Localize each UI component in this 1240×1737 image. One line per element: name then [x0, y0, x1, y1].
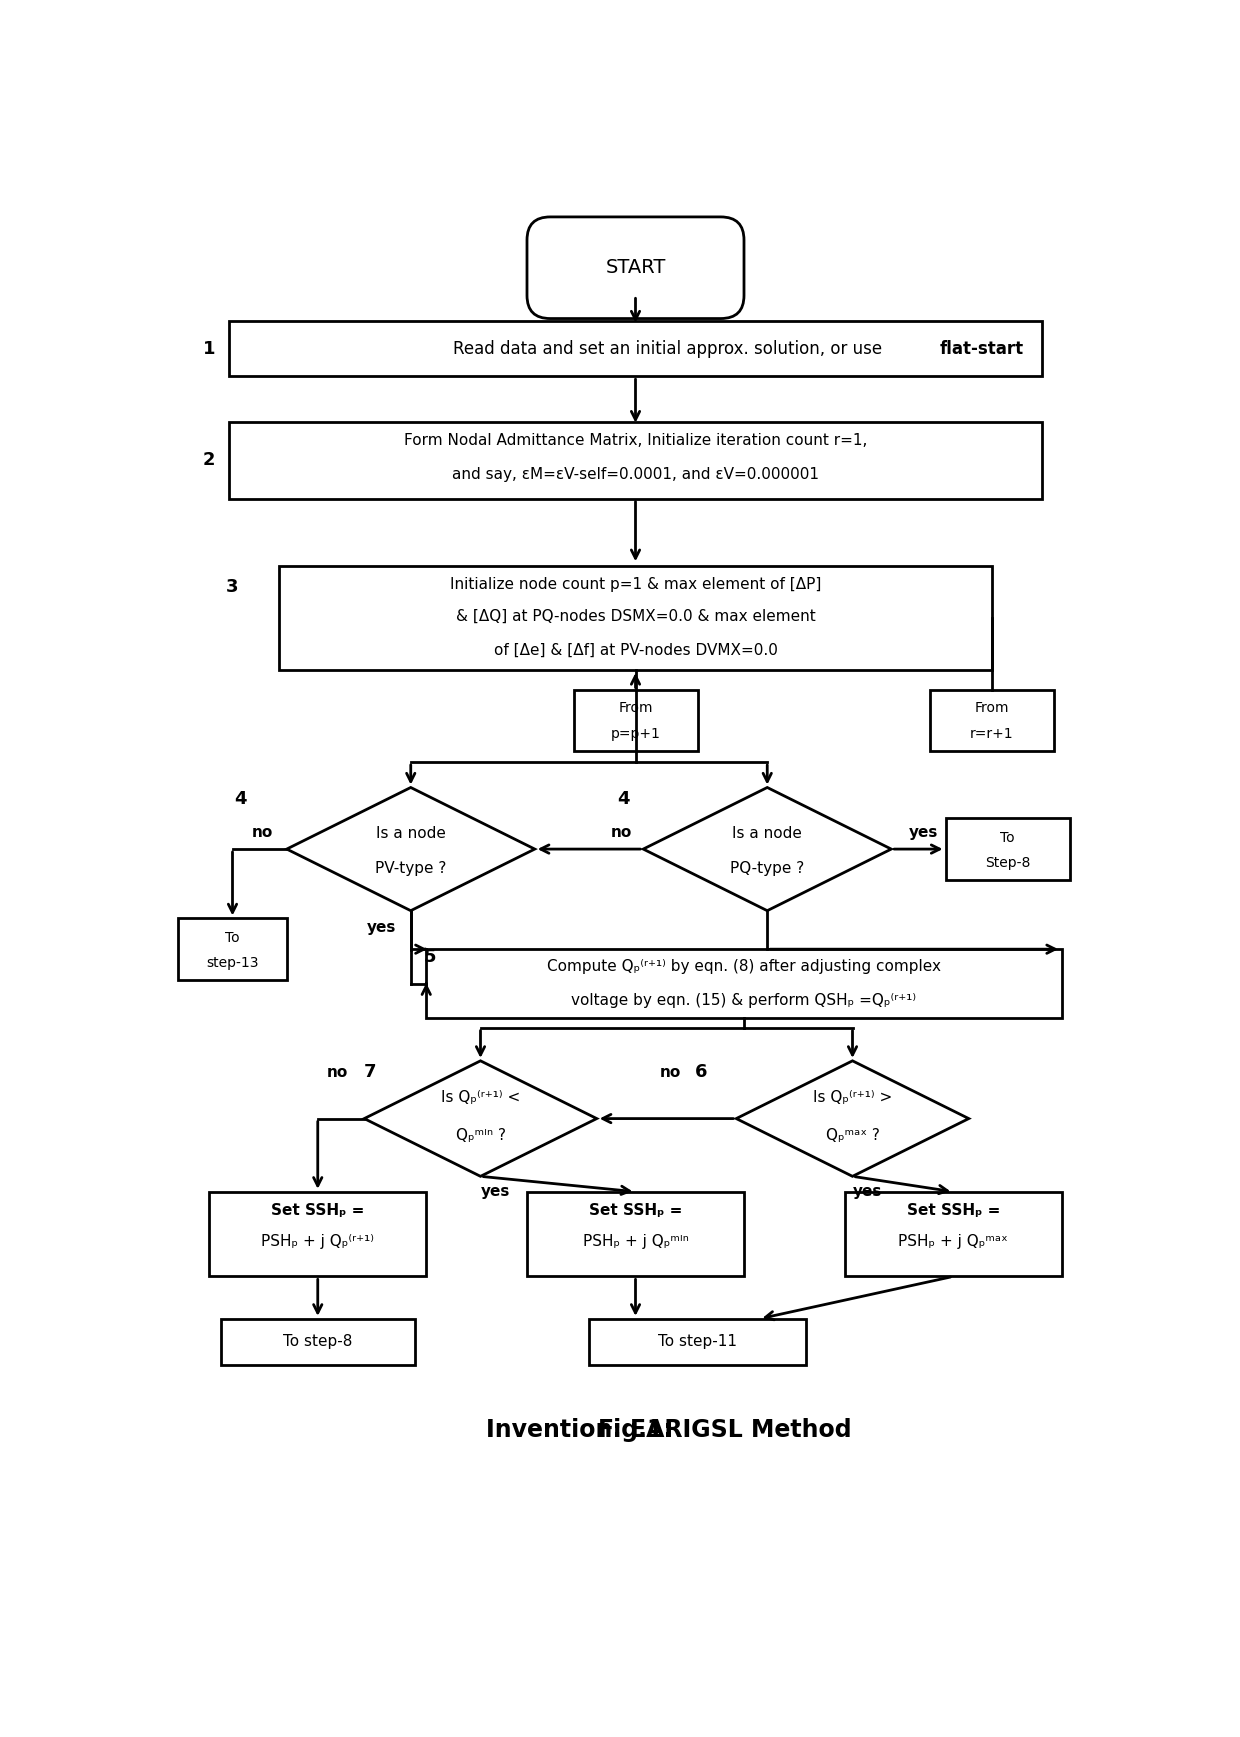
FancyBboxPatch shape: [527, 1192, 744, 1277]
Text: To step-11: To step-11: [658, 1334, 737, 1350]
Text: yes: yes: [853, 1185, 883, 1199]
Text: PSHₚ + j Qₚᵐᴵⁿ: PSHₚ + j Qₚᵐᴵⁿ: [583, 1235, 688, 1249]
Text: 7: 7: [365, 1063, 377, 1082]
Text: 4: 4: [618, 790, 630, 808]
Text: 4: 4: [234, 790, 247, 808]
FancyBboxPatch shape: [589, 1318, 806, 1365]
Text: & [ΔQ] at PQ-nodes DSMX=0.0 & max element: & [ΔQ] at PQ-nodes DSMX=0.0 & max elemen…: [455, 610, 816, 624]
Text: Compute Qₚ⁽ʳ⁺¹⁾ by eqn. (8) after adjusting complex: Compute Qₚ⁽ʳ⁺¹⁾ by eqn. (8) after adjust…: [547, 959, 941, 974]
Polygon shape: [644, 787, 892, 910]
Text: flat-start: flat-start: [940, 339, 1023, 358]
Text: 3: 3: [226, 578, 239, 596]
Text: To: To: [226, 931, 239, 945]
FancyBboxPatch shape: [279, 566, 992, 670]
FancyBboxPatch shape: [427, 948, 1061, 1018]
Text: Is Qₚ⁽ʳ⁺¹⁾ >: Is Qₚ⁽ʳ⁺¹⁾ >: [813, 1089, 892, 1105]
Text: voltage by eqn. (15) & perform QSHₚ =Qₚ⁽ʳ⁺¹⁾: voltage by eqn. (15) & perform QSHₚ =Qₚ⁽…: [572, 994, 916, 1007]
Text: 1: 1: [203, 339, 216, 358]
Text: To: To: [1001, 830, 1014, 844]
Text: Invention: EARIGSL Method: Invention: EARIGSL Method: [419, 1419, 852, 1442]
Text: Fig.1:: Fig.1:: [598, 1419, 673, 1442]
Text: Is Qₚ⁽ʳ⁺¹⁾ <: Is Qₚ⁽ʳ⁺¹⁾ <: [441, 1089, 520, 1105]
Text: no: no: [611, 825, 632, 839]
FancyBboxPatch shape: [573, 691, 697, 750]
Text: no: no: [660, 1065, 681, 1080]
FancyBboxPatch shape: [179, 919, 286, 980]
Text: START: START: [605, 259, 666, 278]
Text: Form Nodal Admittance Matrix, Initialize iteration count r=1,: Form Nodal Admittance Matrix, Initialize…: [404, 434, 867, 448]
Text: Qₚᵐᴵⁿ ?: Qₚᵐᴵⁿ ?: [455, 1127, 506, 1143]
FancyBboxPatch shape: [221, 1318, 414, 1365]
Text: Read data and set an initial approx. solution, or use: Read data and set an initial approx. sol…: [454, 339, 888, 358]
Text: of [Δe] & [Δf] at PV-nodes DVMX=0.0: of [Δe] & [Δf] at PV-nodes DVMX=0.0: [494, 643, 777, 658]
Text: PSHₚ + j Qₚ⁽ʳ⁺¹⁾: PSHₚ + j Qₚ⁽ʳ⁺¹⁾: [262, 1235, 374, 1249]
Text: Qₚᵐᵃˣ ?: Qₚᵐᵃˣ ?: [826, 1127, 879, 1143]
Text: Is a node: Is a node: [733, 827, 802, 841]
Text: Set SSHₚ =: Set SSHₚ =: [272, 1204, 365, 1218]
FancyBboxPatch shape: [527, 217, 744, 318]
Text: PV-type ?: PV-type ?: [374, 862, 446, 875]
Text: To step-8: To step-8: [283, 1334, 352, 1350]
Text: 2: 2: [203, 452, 216, 469]
Text: step-13: step-13: [206, 955, 259, 969]
Text: 5: 5: [424, 948, 436, 966]
FancyBboxPatch shape: [930, 691, 1054, 750]
Text: 6: 6: [696, 1063, 708, 1082]
Text: PQ-type ?: PQ-type ?: [730, 862, 805, 875]
Text: From: From: [975, 702, 1009, 716]
FancyBboxPatch shape: [210, 1192, 427, 1277]
Text: no: no: [326, 1065, 347, 1080]
Text: PSHₚ + j Qₚᵐᵃˣ: PSHₚ + j Qₚᵐᵃˣ: [898, 1235, 1008, 1249]
Text: no: no: [252, 825, 273, 839]
Text: yes: yes: [367, 921, 396, 935]
FancyBboxPatch shape: [844, 1192, 1061, 1277]
Text: p=p+1: p=p+1: [610, 728, 661, 742]
Text: r=r+1: r=r+1: [970, 728, 1014, 742]
Polygon shape: [737, 1061, 968, 1176]
FancyBboxPatch shape: [945, 818, 1069, 881]
Polygon shape: [286, 787, 534, 910]
Text: Initialize node count p=1 & max element of [ΔP]: Initialize node count p=1 & max element …: [450, 577, 821, 592]
Text: Set SSHₚ =: Set SSHₚ =: [589, 1204, 682, 1218]
Polygon shape: [365, 1061, 596, 1176]
Text: Is a node: Is a node: [376, 827, 445, 841]
FancyBboxPatch shape: [228, 422, 1043, 499]
Text: Step-8: Step-8: [985, 856, 1030, 870]
Text: yes: yes: [481, 1185, 511, 1199]
Text: and say, εM=εV-self=0.0001, and εV=0.000001: and say, εM=εV-self=0.0001, and εV=0.000…: [453, 467, 818, 481]
Text: yes: yes: [909, 825, 939, 839]
Text: From: From: [619, 702, 652, 716]
Text: Set SSHₚ =: Set SSHₚ =: [906, 1204, 999, 1218]
FancyBboxPatch shape: [228, 321, 1043, 377]
